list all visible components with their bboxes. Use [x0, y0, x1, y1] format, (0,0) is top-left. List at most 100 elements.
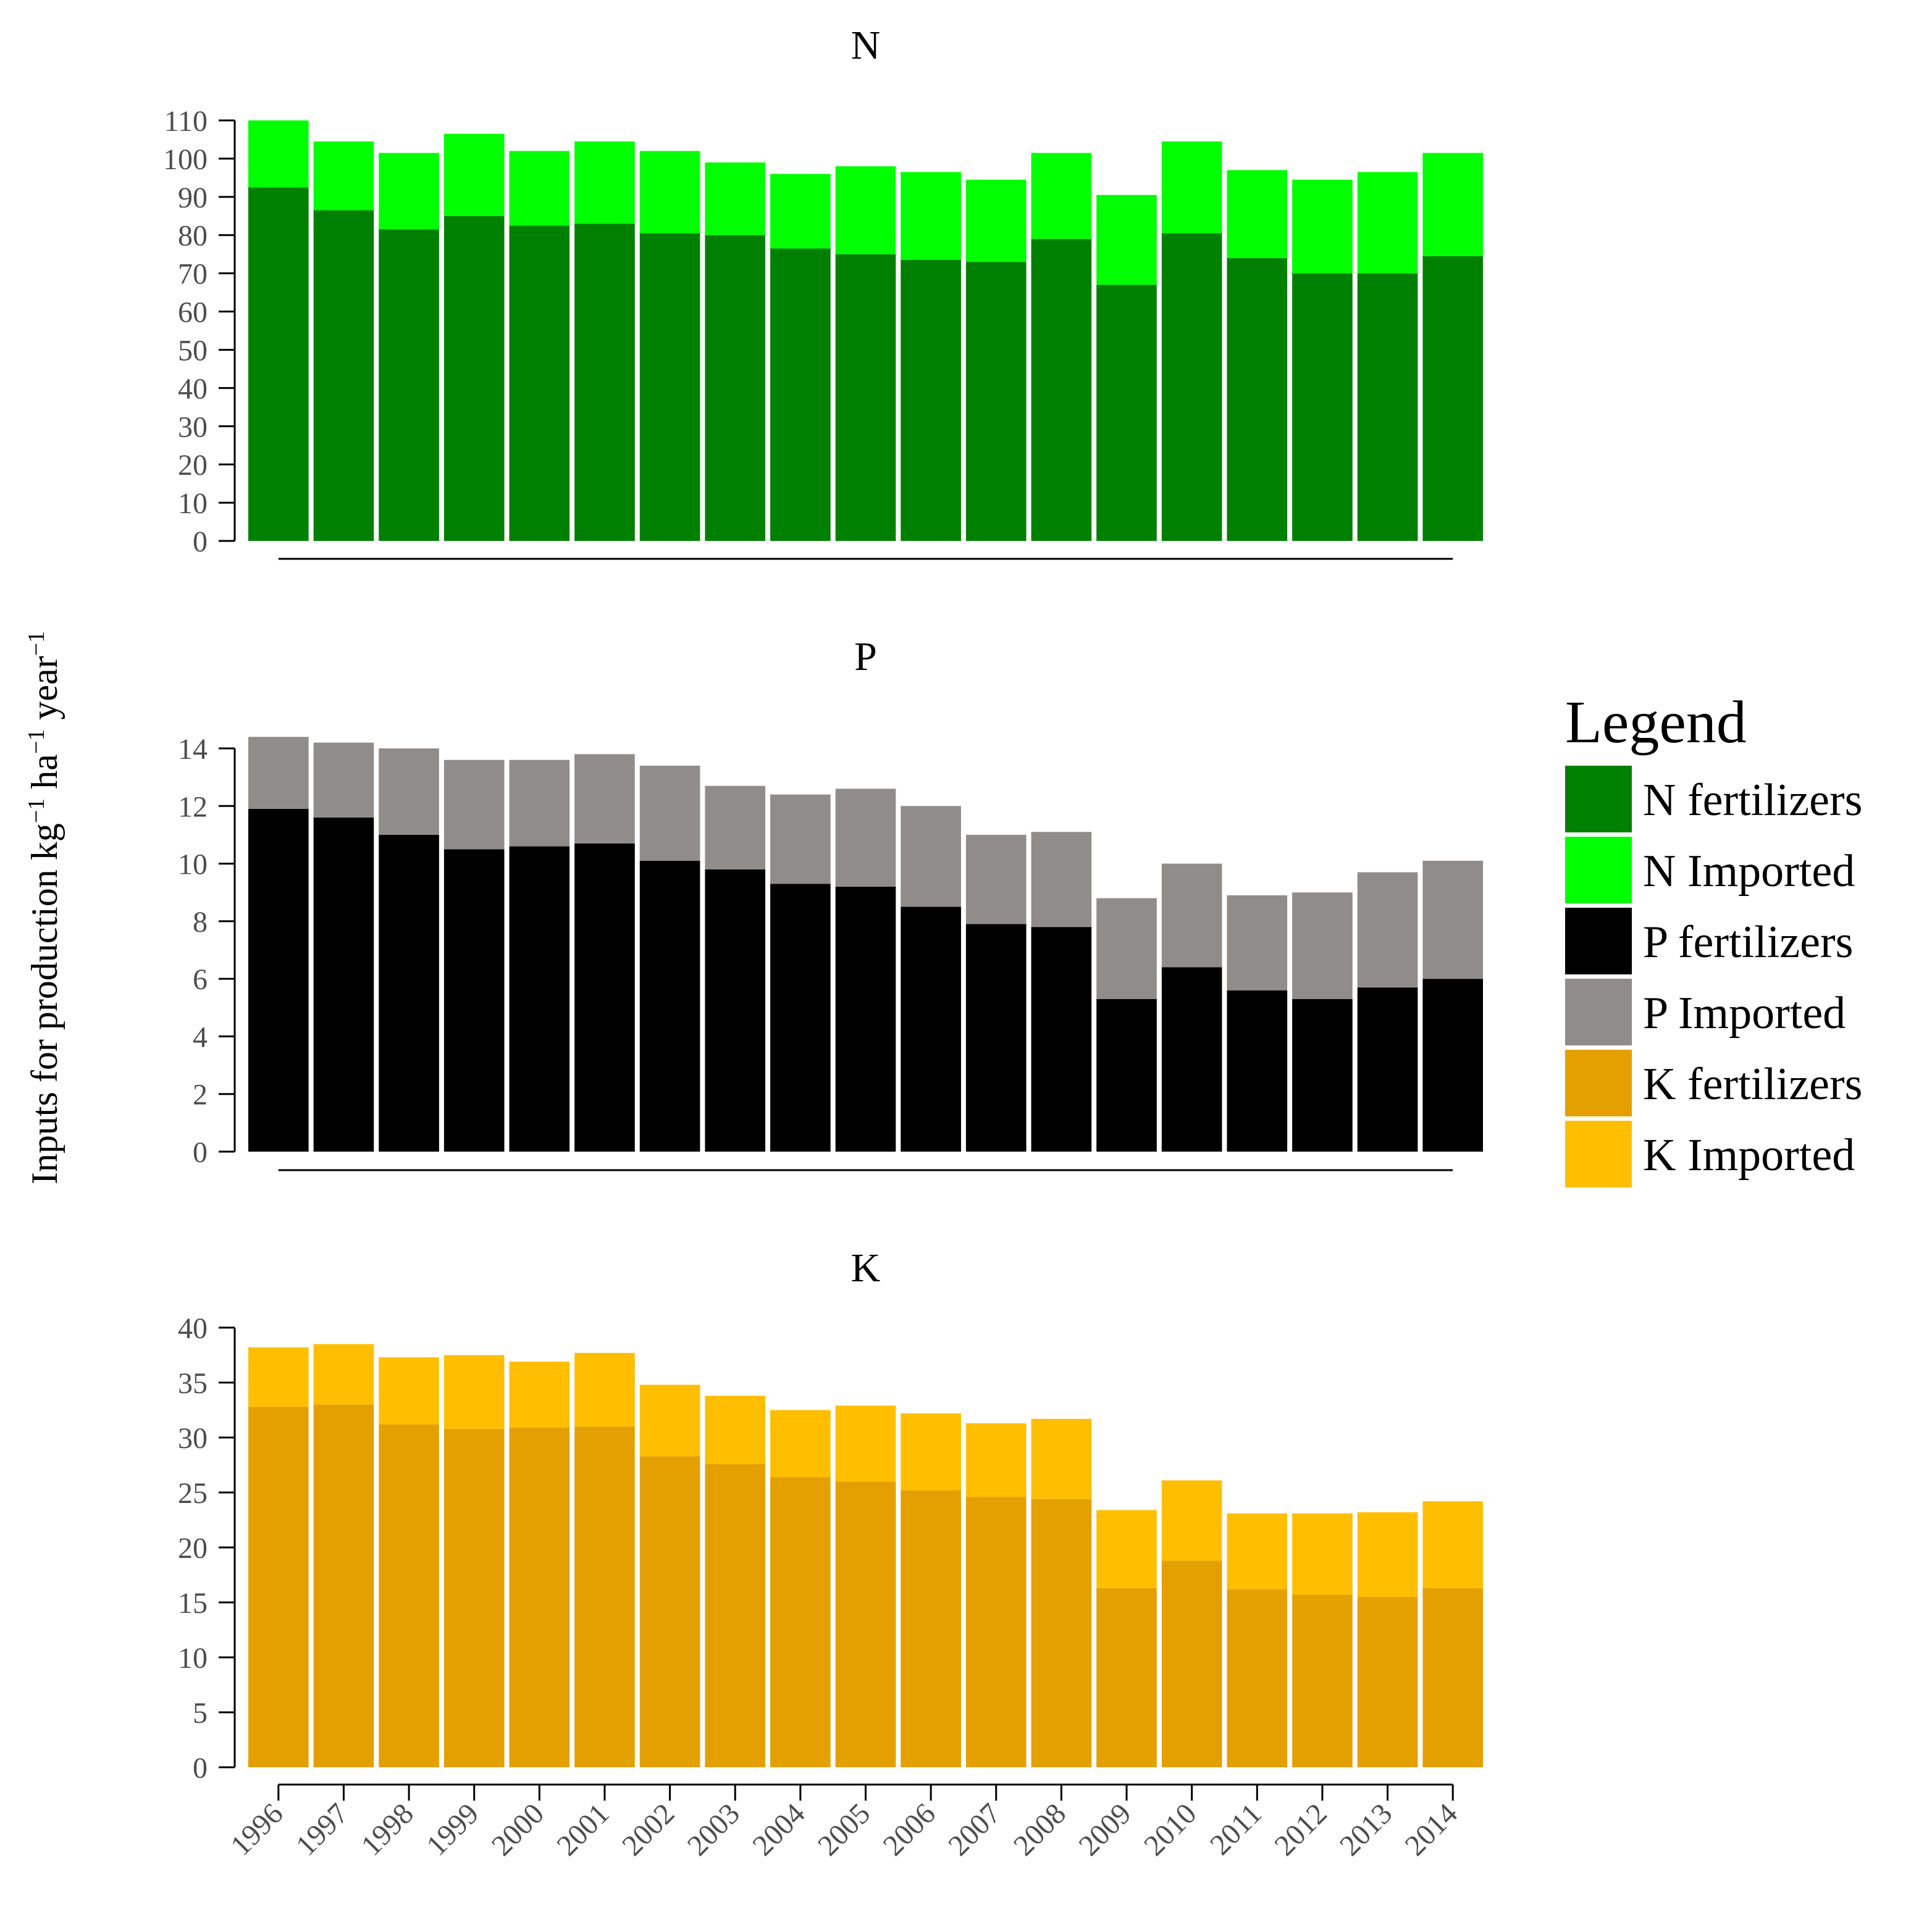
bar-p-imported-2012 [1292, 892, 1353, 999]
legend-swatch [1565, 1050, 1632, 1116]
x-tick-label: 1996 [224, 1797, 289, 1862]
legend-swatch [1565, 766, 1632, 832]
bar-k-imported-2011 [1227, 1513, 1288, 1589]
y-tick-label: 110 [164, 105, 208, 138]
bar-n-fertilizers-1999 [443, 216, 505, 542]
bar-p-fertilizers-2006 [901, 906, 961, 1152]
y-tick-label: 10 [178, 848, 208, 881]
bar-k-fertilizers-2005 [835, 1481, 896, 1767]
legend-swatch [1565, 979, 1632, 1045]
y-tick-label: 14 [178, 733, 208, 766]
bar-n-imported-2009 [1096, 195, 1157, 285]
bar-n-imported-2011 [1227, 170, 1288, 258]
bar-k-fertilizers-1998 [379, 1424, 439, 1767]
bar-n-fertilizers-2011 [1227, 257, 1288, 541]
bar-k-imported-1997 [313, 1344, 374, 1405]
bar-k-fertilizers-2008 [1031, 1499, 1092, 1767]
x-tick-label: 2012 [1268, 1797, 1333, 1862]
y-tick-label: 80 [178, 220, 208, 253]
bar-k-fertilizers-2010 [1161, 1560, 1222, 1767]
bar-p-fertilizers-2002 [639, 860, 700, 1152]
x-tick-label: 1999 [420, 1797, 485, 1862]
bar-n-imported-2012 [1292, 179, 1353, 274]
x-tick-label: 2013 [1334, 1797, 1398, 1862]
bar-k-imported-2003 [705, 1396, 766, 1464]
y-tick-label: 4 [193, 1021, 208, 1053]
bar-p-imported-1999 [443, 760, 505, 850]
bar-p-fertilizers-2003 [705, 869, 766, 1152]
x-tick-label: 2005 [812, 1797, 876, 1862]
legend-items: N fertilizers N Imported P fertilizers P Im… [1565, 766, 1862, 1187]
bar-k-fertilizers-2004 [770, 1477, 831, 1767]
bar-k-fertilizers-1997 [313, 1404, 374, 1767]
x-tick-label: 2001 [550, 1797, 615, 1862]
bar-k-fertilizers-2007 [965, 1497, 1027, 1767]
bar-k-fertilizers-2006 [901, 1490, 961, 1767]
bar-k-imported-2002 [639, 1384, 700, 1457]
bar-p-imported-2010 [1161, 863, 1222, 968]
bar-p-fertilizers-2013 [1357, 987, 1418, 1152]
bar-n-fertilizers-2008 [1031, 238, 1092, 541]
bar-n-fertilizers-2002 [639, 233, 700, 541]
y-tick-label: 20 [178, 449, 208, 482]
y-axis-label-main: Inputs for production kg [24, 823, 65, 1184]
bar-n-imported-2004 [770, 174, 831, 249]
bar-p-fertilizers-2001 [574, 843, 635, 1152]
panel-title: N [851, 23, 881, 68]
bar-k-imported-2004 [770, 1410, 831, 1478]
bar-n-fertilizers-2001 [574, 224, 635, 541]
y-tick-label: 70 [178, 258, 208, 291]
y-axis-label-sup1: −1 [23, 798, 49, 823]
bar-n-imported-1999 [443, 133, 505, 216]
bar-n-fertilizers-1998 [379, 229, 439, 541]
bar-n-imported-2001 [574, 141, 635, 224]
bar-p-fertilizers-2004 [770, 884, 831, 1152]
y-tick-label: 60 [178, 296, 208, 329]
legend-swatch [1565, 1121, 1632, 1187]
bar-k-fertilizers-2013 [1357, 1597, 1418, 1767]
bar-n-imported-2005 [835, 166, 896, 254]
x-tick-label: 1998 [355, 1797, 419, 1862]
y-tick-label: 10 [178, 1642, 208, 1675]
bar-n-fertilizers-2005 [835, 254, 896, 541]
bar-k-imported-1999 [443, 1355, 505, 1429]
y-axis-label-sup3: −1 [23, 631, 49, 656]
bar-p-fertilizers-1998 [379, 834, 439, 1152]
legend-label: K Imported [1643, 1130, 1855, 1181]
x-tick-label: 2002 [616, 1797, 681, 1862]
bar-p-fertilizers-2005 [835, 886, 896, 1152]
x-tick-label: 1997 [290, 1797, 355, 1862]
bar-p-imported-2014 [1422, 860, 1483, 979]
y-tick-label: 0 [193, 525, 208, 558]
bar-k-fertilizers-2002 [639, 1456, 700, 1767]
bar-p-fertilizers-1996 [248, 808, 309, 1152]
bar-k-imported-2006 [901, 1413, 961, 1491]
bar-n-imported-2006 [901, 172, 961, 260]
bar-n-imported-2007 [965, 179, 1027, 262]
legend-swatch [1565, 908, 1632, 974]
bar-k-fertilizers-2000 [509, 1427, 570, 1767]
bar-k-fertilizers-1996 [248, 1407, 309, 1767]
bar-p-imported-2003 [705, 785, 766, 869]
y-tick-label: 30 [178, 1422, 208, 1455]
panel-title: K [851, 1245, 881, 1291]
bar-k-imported-2012 [1292, 1513, 1353, 1595]
bar-p-fertilizers-1997 [313, 817, 374, 1152]
y-tick-label: 6 [193, 963, 208, 996]
x-tick-label: 2006 [877, 1797, 942, 1862]
bar-k-imported-1998 [379, 1357, 439, 1425]
bar-p-imported-2001 [574, 754, 635, 843]
legend-label: N Imported [1643, 846, 1855, 897]
bar-k-fertilizers-2001 [574, 1426, 635, 1767]
x-tick-label: 2000 [485, 1797, 550, 1862]
legend-swatch [1565, 837, 1632, 903]
bar-p-imported-2011 [1227, 895, 1288, 990]
y-tick-label: 40 [178, 1312, 208, 1345]
bar-n-imported-2000 [509, 151, 570, 226]
bar-n-fertilizers-2009 [1096, 285, 1157, 541]
bar-p-imported-2000 [509, 760, 570, 847]
bar-n-imported-2003 [705, 162, 766, 235]
y-tick-label: 10 [178, 487, 208, 520]
bar-p-fertilizers-2008 [1031, 927, 1092, 1152]
